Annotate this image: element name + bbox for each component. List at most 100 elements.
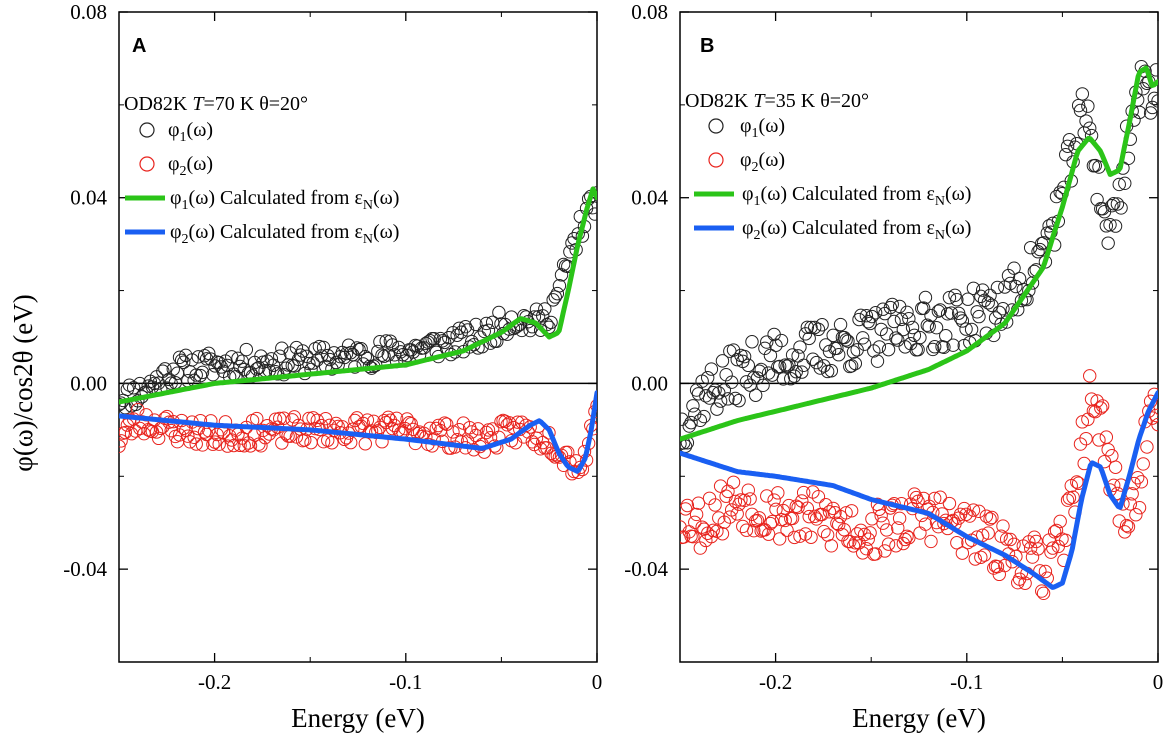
- data-point: [800, 320, 815, 334]
- data-point: [189, 368, 203, 382]
- data-point: [177, 355, 191, 369]
- data-point: [1118, 525, 1132, 539]
- data-point: [174, 353, 189, 368]
- x-tick-label: -0.1: [389, 670, 422, 694]
- data-point: [500, 418, 514, 432]
- series-line-phi2_calc: [119, 390, 597, 474]
- data-point: [760, 489, 774, 503]
- data-point: [726, 475, 741, 489]
- data-point: [1121, 520, 1136, 534]
- data-point: [1060, 139, 1075, 153]
- data-point: [164, 376, 178, 390]
- x-axis-title: Energy (eV): [291, 703, 425, 733]
- data-point: [796, 485, 811, 500]
- data-point: [181, 429, 195, 443]
- data-point: [848, 356, 863, 371]
- data-point: [275, 341, 289, 355]
- data-point: [1070, 475, 1084, 489]
- data-point: [1147, 91, 1158, 106]
- data-point: [865, 309, 879, 324]
- data-point: [778, 513, 792, 528]
- data-point: [1073, 103, 1088, 118]
- data-point: [1103, 217, 1117, 232]
- data-point: [133, 421, 147, 436]
- data-point: [942, 496, 957, 511]
- data-point: [1105, 198, 1119, 213]
- data-point: [680, 502, 693, 516]
- data-point: [717, 515, 731, 529]
- data-point: [977, 548, 992, 562]
- data-point: [874, 322, 888, 337]
- data-point: [868, 547, 883, 561]
- data-point: [691, 496, 706, 510]
- data-point: [811, 489, 826, 504]
- data-point: [900, 305, 914, 320]
- data-point: [977, 293, 992, 308]
- data-point: [197, 349, 212, 363]
- data-point: [1035, 236, 1049, 251]
- y-tick-label: 0.00: [631, 371, 668, 395]
- data-point: [1081, 99, 1095, 113]
- data-point: [700, 370, 715, 385]
- legend-marker: [139, 156, 155, 172]
- data-point: [878, 544, 892, 558]
- x-tick-label: -0.1: [950, 670, 983, 694]
- data-point: [975, 528, 990, 542]
- data-point: [552, 279, 567, 293]
- data-point: [850, 527, 864, 541]
- data-point: [1038, 564, 1053, 579]
- data-point: [748, 388, 763, 402]
- data-point: [754, 362, 768, 377]
- data-point: [887, 314, 901, 329]
- data-point: [199, 352, 214, 366]
- data-point: [765, 514, 779, 529]
- data-point: [450, 328, 464, 342]
- y-tick-label: -0.04: [63, 557, 107, 581]
- data-point: [889, 331, 903, 345]
- data-point: [316, 340, 331, 355]
- legend-label: φ2(ω): [168, 153, 213, 179]
- data-point: [235, 354, 249, 368]
- data-point: [981, 526, 995, 540]
- data-point: [900, 529, 914, 543]
- data-point: [1145, 100, 1158, 115]
- data-point: [680, 498, 695, 513]
- x-tick-label: 0: [592, 670, 603, 694]
- data-point: [833, 317, 848, 332]
- data-point: [1046, 541, 1060, 555]
- data-point: [950, 293, 964, 307]
- legend-label: φ1(ω): [740, 115, 785, 141]
- data-point: [1035, 584, 1049, 598]
- data-point: [1123, 497, 1138, 511]
- data-point: [686, 529, 700, 544]
- data-point: [955, 546, 970, 560]
- data-point: [907, 328, 922, 343]
- data-point: [329, 416, 343, 431]
- y-axis-title: φ(ω)/cos2θ (eV): [8, 294, 38, 471]
- data-point: [830, 341, 844, 355]
- data-point: [760, 335, 774, 349]
- data-point: [492, 305, 506, 320]
- data-point: [712, 511, 726, 525]
- data-point: [793, 340, 807, 354]
- y-tick-label: -0.04: [624, 557, 668, 581]
- data-point: [1149, 63, 1158, 77]
- data-point: [442, 331, 456, 345]
- data-point: [905, 320, 920, 335]
- data-point: [310, 413, 324, 428]
- y-tick-label: 0.04: [631, 186, 668, 210]
- data-point: [1055, 532, 1069, 546]
- data-point: [708, 383, 722, 397]
- plot-frame: [118, 11, 598, 663]
- data-point: [955, 314, 970, 328]
- data-point: [1079, 114, 1093, 128]
- data-point: [918, 290, 933, 305]
- data-point: [832, 348, 846, 362]
- data-point: [191, 350, 206, 364]
- data-point: [1092, 433, 1106, 447]
- data-point: [1110, 197, 1125, 211]
- data-point: [771, 486, 785, 500]
- data-point: [964, 322, 979, 337]
- data-point: [713, 479, 728, 493]
- data-point: [726, 343, 741, 357]
